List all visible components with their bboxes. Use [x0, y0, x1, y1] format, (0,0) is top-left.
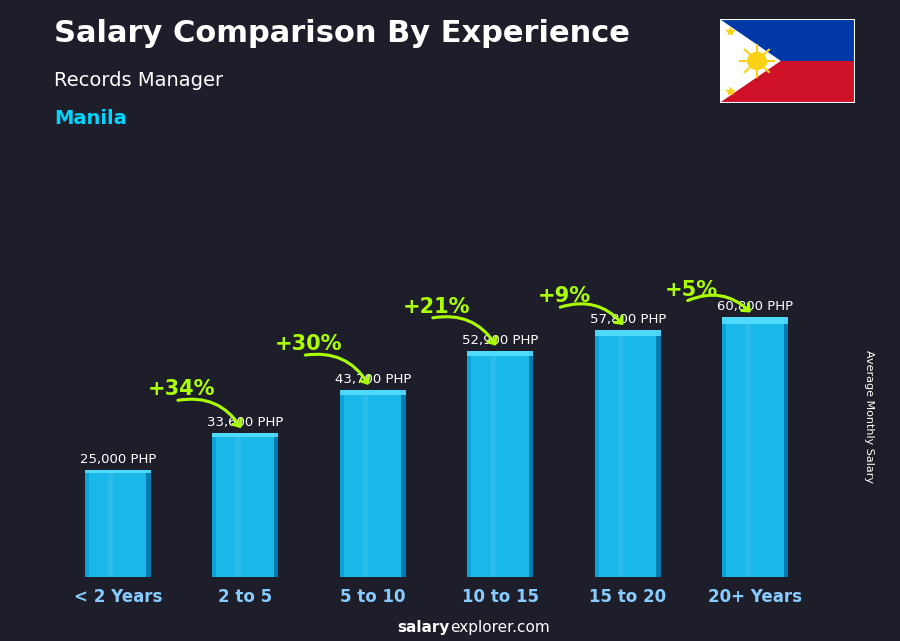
Bar [235, 433, 240, 577]
Bar [401, 390, 406, 577]
Bar [595, 330, 598, 577]
Text: +9%: +9% [537, 287, 590, 306]
Text: explorer.com: explorer.com [450, 620, 550, 635]
Circle shape [747, 52, 767, 70]
Text: +5%: +5% [665, 280, 718, 300]
Bar [722, 317, 726, 577]
Text: 60,800 PHP: 60,800 PHP [717, 300, 793, 313]
Bar [108, 470, 113, 577]
Bar [467, 351, 534, 356]
Bar [212, 433, 278, 577]
Text: +21%: +21% [402, 297, 470, 317]
Bar [212, 433, 278, 437]
Bar [617, 330, 623, 577]
Bar [656, 330, 661, 577]
Bar [595, 330, 661, 577]
Text: +34%: +34% [148, 379, 215, 399]
Text: 33,600 PHP: 33,600 PHP [207, 416, 284, 429]
Bar [147, 470, 151, 577]
Text: Salary Comparison By Experience: Salary Comparison By Experience [54, 19, 630, 48]
Bar [363, 390, 368, 577]
Bar [339, 390, 406, 577]
Bar [85, 470, 151, 473]
Bar [339, 390, 344, 577]
Bar [720, 61, 855, 103]
Bar [722, 317, 788, 577]
Polygon shape [720, 19, 781, 103]
Bar [467, 351, 534, 577]
Text: salary: salary [398, 620, 450, 635]
Bar [85, 470, 88, 577]
Text: 57,800 PHP: 57,800 PHP [590, 313, 666, 326]
Bar [595, 330, 661, 336]
Bar [212, 433, 216, 577]
Bar [274, 433, 278, 577]
Text: Manila: Manila [54, 109, 127, 128]
Bar [745, 317, 751, 577]
Text: Average Monthly Salary: Average Monthly Salary [863, 350, 874, 483]
Text: 52,900 PHP: 52,900 PHP [462, 334, 538, 347]
Text: +30%: +30% [275, 334, 343, 354]
Text: Records Manager: Records Manager [54, 71, 223, 90]
Text: 25,000 PHP: 25,000 PHP [79, 453, 156, 466]
Bar [85, 470, 151, 577]
Bar [339, 390, 406, 395]
Bar [722, 317, 788, 324]
Bar [529, 351, 534, 577]
Bar [784, 317, 788, 577]
Bar [720, 19, 855, 61]
Bar [491, 351, 496, 577]
Bar [467, 351, 471, 577]
Text: 43,700 PHP: 43,700 PHP [335, 373, 411, 386]
